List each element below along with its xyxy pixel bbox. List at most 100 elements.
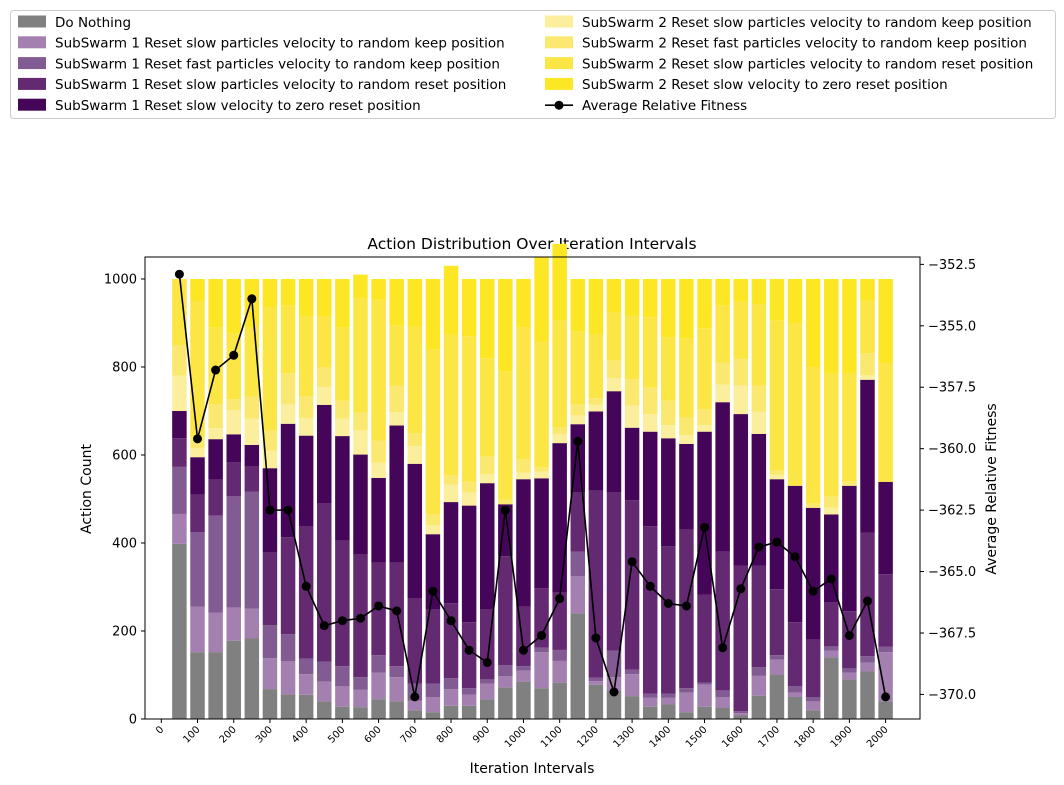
bar-segment-s6-1150	[570, 415, 586, 425]
bar-segment-s4-50	[172, 438, 187, 467]
bar-segment-s4-1850	[824, 602, 839, 647]
bar-segment-s5-200	[226, 434, 241, 463]
bar-segment-s8-1950	[860, 300, 875, 354]
bar-segment-s4-850	[461, 622, 477, 689]
bar-segment-s9-1550	[715, 279, 730, 306]
fitness-point-1850	[826, 574, 836, 584]
bar-segment-s5-1850	[824, 514, 839, 603]
bar-segment-s1-700	[407, 710, 423, 719]
bar-segment-s2-850	[461, 694, 477, 706]
bar-segment-s8-1750	[787, 323, 803, 486]
bar-segment-s7-1950	[860, 353, 875, 376]
bar-segment-s9-100	[190, 279, 205, 301]
x-tick-label-1200: 1200	[575, 724, 601, 750]
bar-segment-s4-800	[443, 603, 459, 679]
fitness-point-650	[392, 606, 402, 616]
bar-segment-s8-600	[371, 299, 386, 441]
bar-segment-s4-750	[425, 609, 441, 684]
fitness-point-550	[355, 613, 365, 623]
bar-segment-s1-1950	[860, 671, 875, 719]
bar-segment-s5-1900	[842, 485, 857, 612]
legend-swatch-7	[545, 36, 573, 49]
bar-segment-s5-600	[371, 477, 386, 563]
legend-swatch-6	[545, 15, 573, 28]
bar-segment-s8-400	[298, 316, 314, 397]
bar-segment-s1-250	[244, 638, 260, 719]
bar-segment-s1-2000	[878, 701, 893, 719]
bar-segment-s2-50	[172, 513, 187, 544]
bar-segment-s6-1400	[661, 425, 676, 439]
bar-segment-s7-1600	[733, 359, 748, 386]
bar-segment-s2-500	[335, 686, 350, 707]
bar-segment-s6-850	[461, 492, 477, 506]
x-tick-label-1800: 1800	[793, 724, 819, 750]
bar-segment-s2-2000	[878, 652, 893, 702]
bar-segment-s8-1000	[516, 327, 531, 460]
bar-segment-s3-450	[317, 661, 332, 682]
bar-segment-s4-950	[498, 556, 513, 666]
bar-segment-s1-1050	[534, 688, 549, 719]
bar-segment-s5-1700	[769, 479, 785, 590]
bar-segment-s4-1250	[606, 492, 622, 651]
bar-segment-s5-1000	[516, 479, 531, 607]
x-tick-label-1600: 1600	[720, 724, 746, 750]
legend-frame	[10, 10, 1056, 119]
bar-segment-s9-600	[371, 279, 386, 300]
bar-segment-s5-1200	[588, 411, 604, 491]
bar-segment-s7-600	[371, 440, 386, 463]
bar-segment-s8-900	[479, 358, 495, 457]
chart-title: Action Distribution Over Iteration Inter…	[367, 235, 696, 253]
y2-tick-label-5: −357.5	[928, 381, 976, 396]
bar-segment-s2-1300	[624, 674, 640, 697]
bar-segment-s6-1700	[769, 474, 785, 480]
bar-segment-s4-100	[190, 494, 205, 532]
legend-swatch-5	[18, 98, 46, 111]
bar-segment-s1-450	[317, 701, 332, 719]
bar-segment-s3-1350	[642, 693, 658, 698]
fitness-point-250	[247, 294, 257, 304]
y2-axis-label: Average Relative Fitness	[984, 403, 1000, 574]
fitness-point-500	[337, 616, 347, 626]
bar-segment-s5-1250	[606, 391, 622, 493]
bar-segment-s2-800	[443, 689, 459, 706]
bar-segment-s7-800	[443, 475, 459, 485]
bar-segment-s9-650	[389, 279, 404, 326]
bar-segment-s1-1500	[697, 706, 712, 719]
bar-segment-s4-450	[317, 503, 332, 662]
fitness-point-1950	[862, 596, 872, 606]
bar-segment-s4-1950	[860, 532, 875, 657]
bar-segment-s2-350	[280, 661, 296, 695]
bar-segment-s6-1600	[733, 385, 748, 415]
bar-segment-s7-1800	[805, 503, 821, 508]
bar-segment-s1-1850	[824, 657, 839, 719]
bar-segment-s3-900	[479, 679, 495, 684]
bar-segment-s2-1000	[516, 670, 531, 682]
bar-segment-s6-1450	[679, 435, 694, 444]
bar-segment-s9-1100	[552, 243, 567, 321]
bar-segment-s2-1350	[642, 697, 658, 707]
bar-segment-s1-1600	[733, 715, 748, 719]
legend-swatch-1	[18, 15, 46, 28]
x-tick-label-1300: 1300	[611, 724, 637, 750]
bar-segment-s7-1650	[751, 385, 767, 412]
bar-segment-s5-1350	[642, 431, 658, 527]
bar-segment-s6-1350	[642, 414, 658, 432]
bar-segment-s5-1450	[679, 444, 694, 530]
bar-segment-s6-350	[280, 403, 296, 424]
x-tick-label-400: 400	[290, 724, 311, 745]
fitness-point-50	[174, 269, 184, 279]
bar-segment-s1-50	[172, 543, 187, 719]
bars-layer	[172, 243, 893, 719]
bar-segment-s4-1800	[805, 639, 821, 697]
bar-segment-s9-1650	[751, 279, 767, 305]
bar-segment-s4-700	[407, 598, 423, 684]
bar-segment-s2-1550	[715, 697, 730, 708]
bar-segment-s3-1400	[661, 693, 676, 698]
bar-segment-s9-1450	[679, 279, 694, 339]
bar-segment-s8-750	[425, 349, 441, 515]
legend-swatch-9	[545, 77, 573, 90]
bar-segment-s6-1100	[552, 434, 567, 444]
bar-segment-s2-1650	[751, 675, 767, 696]
bar-segment-s5-1650	[751, 433, 767, 566]
fitness-point-1550	[718, 643, 728, 653]
